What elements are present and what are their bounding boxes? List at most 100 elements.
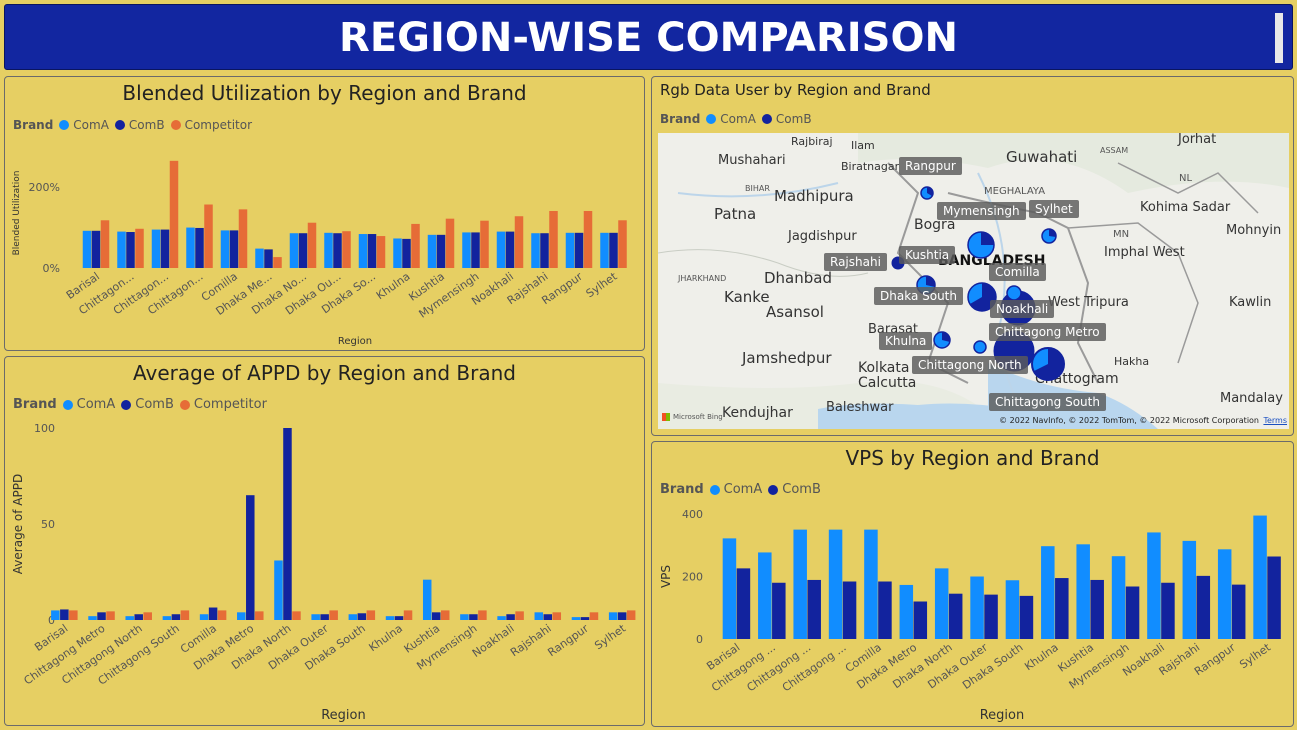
bar-coma-11[interactable] (462, 232, 471, 268)
bar-competitor-2[interactable] (169, 160, 179, 268)
bar-coma-7[interactable] (311, 614, 320, 620)
bar-coma-8[interactable] (1005, 580, 1020, 639)
bar-comb-7[interactable] (320, 614, 329, 620)
bar-comb-0[interactable] (91, 230, 101, 268)
bar-coma-6[interactable] (274, 560, 283, 620)
bar-competitor-1[interactable] (106, 611, 115, 620)
bar-coma-11[interactable] (1111, 556, 1126, 639)
legend-item-comb[interactable]: ComB (768, 482, 821, 497)
bar-coma-15[interactable] (1253, 515, 1267, 639)
bar-comb-14[interactable] (574, 232, 584, 268)
bar-competitor-3[interactable] (180, 610, 190, 620)
bar-comb-7[interactable] (984, 594, 998, 639)
bar-competitor-5[interactable] (273, 257, 282, 268)
legend-item-comb[interactable]: ComB (114, 118, 165, 132)
bar-coma-9[interactable] (1041, 546, 1055, 639)
bar-competitor-9[interactable] (403, 610, 413, 620)
bar-coma-13[interactable] (531, 233, 540, 268)
bar-competitor-12[interactable] (514, 216, 524, 268)
bar-coma-10[interactable] (1076, 544, 1090, 639)
map-view[interactable]: Rajbiraj Ilam Mushahari Biratnagar Madhi… (658, 133, 1289, 429)
bar-competitor-0[interactable] (100, 220, 110, 268)
bar-comb-11[interactable] (469, 614, 478, 620)
bar-comb-4[interactable] (229, 230, 239, 268)
bar-coma-2[interactable] (125, 616, 134, 620)
bubble-label-chittagong-north[interactable]: Chittagong North (912, 356, 1028, 374)
bar-coma-10[interactable] (422, 579, 432, 620)
bar-comb-11[interactable] (1125, 586, 1140, 640)
bar-comb-12[interactable] (505, 231, 515, 268)
bar-coma-4[interactable] (199, 614, 209, 620)
bar-comb-6[interactable] (298, 233, 308, 268)
bubble-label-comilla[interactable]: Comilla (989, 263, 1046, 281)
bar-coma-0[interactable] (722, 538, 737, 639)
bar-comb-0[interactable] (736, 568, 751, 639)
bar-coma-2[interactable] (151, 229, 161, 268)
bar-coma-8[interactable] (348, 614, 358, 620)
terms-link[interactable]: Terms (1263, 416, 1287, 425)
bar-comb-1[interactable] (772, 582, 786, 639)
bar-coma-9[interactable] (393, 238, 402, 268)
bar-coma-14[interactable] (571, 617, 581, 620)
bubble-label-khulna[interactable]: Khulna (879, 332, 933, 350)
bar-coma-1[interactable] (758, 552, 772, 639)
bubble-chittagong-metro[interactable] (1031, 347, 1065, 381)
bar-comb-15[interactable] (609, 232, 618, 268)
bar-comb-6[interactable] (948, 593, 963, 639)
bar-coma-13[interactable] (534, 612, 544, 620)
bar-competitor-15[interactable] (626, 610, 636, 620)
bar-coma-12[interactable] (497, 616, 506, 620)
bar-coma-8[interactable] (358, 234, 368, 268)
bar-comb-5[interactable] (913, 601, 928, 640)
bar-comb-10[interactable] (431, 612, 441, 620)
bubble-label-chittagong-metro[interactable]: Chittagong Metro (989, 323, 1106, 341)
bar-coma-12[interactable] (1147, 532, 1161, 639)
bar-coma-3[interactable] (186, 227, 195, 268)
bar-competitor-14[interactable] (589, 612, 599, 620)
bar-comb-2[interactable] (134, 614, 143, 620)
bar-comb-3[interactable] (195, 227, 204, 268)
bubble-label-mymensingh[interactable]: Mymensingh (937, 202, 1026, 220)
bubble-label-rajshahi[interactable]: Rajshahi (824, 253, 887, 271)
bubble-label-noakhali[interactable]: Noakhali (990, 300, 1055, 318)
bar-coma-6[interactable] (934, 568, 949, 639)
bar-competitor-4[interactable] (238, 209, 248, 268)
bar-comb-4[interactable] (208, 607, 218, 620)
bar-coma-10[interactable] (427, 234, 437, 268)
bar-competitor-10[interactable] (445, 218, 455, 268)
bar-competitor-8[interactable] (366, 610, 376, 620)
bar-comb-4[interactable] (878, 581, 892, 640)
bar-comb-6[interactable] (283, 428, 292, 620)
bubble-label-rangpur[interactable]: Rangpur (899, 157, 962, 175)
legend-item-coma[interactable]: ComA (59, 118, 109, 132)
bar-coma-14[interactable] (1217, 549, 1232, 639)
bar-coma-12[interactable] (496, 231, 506, 268)
bar-comb-8[interactable] (367, 234, 377, 268)
bar-coma-14[interactable] (565, 232, 575, 268)
bar-competitor-14[interactable] (583, 210, 593, 268)
bubble-rangpur[interactable] (920, 186, 934, 200)
bar-competitor-11[interactable] (480, 220, 489, 268)
bar-coma-4[interactable] (220, 230, 230, 268)
bar-comb-15[interactable] (1267, 556, 1281, 640)
bar-comb-15[interactable] (617, 612, 627, 620)
bar-coma-5[interactable] (899, 584, 914, 639)
bar-comb-3[interactable] (171, 614, 181, 620)
bar-competitor-2[interactable] (143, 612, 152, 620)
legend-item-comb[interactable]: ComB (761, 112, 812, 126)
title-scrollbar[interactable] (1275, 13, 1283, 63)
bar-coma-7[interactable] (324, 232, 333, 268)
bar-competitor-7[interactable] (342, 231, 351, 268)
legend-item-competitor[interactable]: Competitor (170, 118, 252, 132)
bar-comb-10[interactable] (436, 234, 446, 268)
legend-item-coma[interactable]: ComA (706, 112, 756, 126)
bar-coma-0[interactable] (51, 610, 60, 620)
bar-comb-10[interactable] (1090, 579, 1104, 639)
bar-comb-8[interactable] (357, 613, 367, 620)
bar-coma-3[interactable] (828, 529, 843, 639)
bar-competitor-6[interactable] (307, 222, 317, 268)
bubble-label-chittagong-south[interactable]: Chittagong South (989, 393, 1106, 411)
bar-competitor-1[interactable] (135, 228, 144, 268)
bar-coma-7[interactable] (970, 576, 984, 640)
bar-comb-13[interactable] (543, 614, 553, 620)
